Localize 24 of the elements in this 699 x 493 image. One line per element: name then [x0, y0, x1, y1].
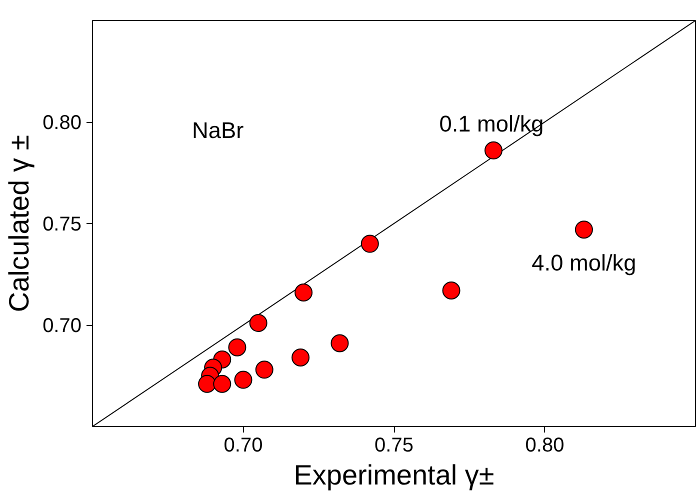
annotation: NaBr	[192, 117, 244, 144]
point	[292, 348, 310, 366]
point	[213, 374, 232, 393]
x-tick-label: 0.75	[374, 434, 414, 456]
x-axis-title: Experimental γ±	[294, 460, 494, 490]
x-tick-label: 0.70	[224, 434, 263, 456]
point	[255, 360, 274, 379]
annotation: 4.0 mol/kg	[532, 250, 636, 276]
y-axis-title: Calculated γ ±	[4, 134, 35, 312]
point	[198, 374, 216, 393]
y-tick-label: 0.75	[42, 214, 82, 236]
point	[294, 284, 313, 302]
point	[442, 282, 460, 300]
y-tick-label: 0.70	[42, 315, 82, 337]
point	[249, 314, 268, 332]
point	[484, 141, 502, 160]
point	[574, 220, 593, 239]
y-tick-label: 0.80	[42, 112, 82, 134]
x-tick-label: 0.80	[525, 434, 564, 456]
point	[330, 334, 349, 352]
point	[234, 370, 252, 389]
point	[360, 234, 379, 253]
point	[228, 338, 246, 356]
annotation: 0.1 mol/kg	[439, 110, 544, 136]
